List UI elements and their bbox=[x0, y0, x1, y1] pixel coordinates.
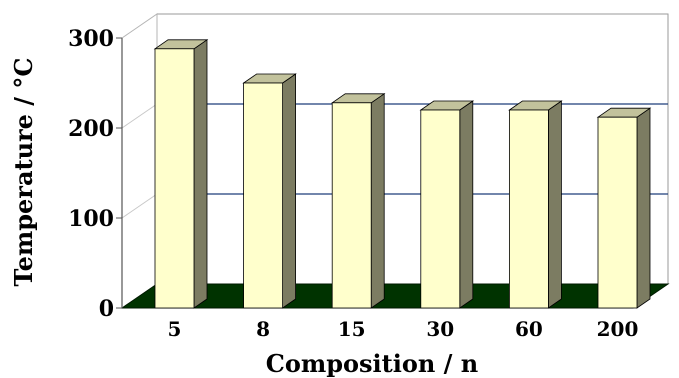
y-tick-labels: 0 100 200 300 bbox=[68, 26, 114, 322]
bar-5 bbox=[153, 39, 209, 309]
bar-side-5 bbox=[193, 39, 208, 309]
bar-200 bbox=[596, 107, 652, 309]
bar-front-8 bbox=[243, 82, 284, 309]
x-axis-title: Composition / n bbox=[266, 349, 479, 378]
gridline-side-200 bbox=[121, 103, 158, 129]
x-tick-label-200: 200 bbox=[597, 317, 639, 341]
y-tick-label-100: 100 bbox=[68, 206, 114, 232]
x-tick-labels: 5 8 15 30 60 200 bbox=[168, 317, 639, 341]
x-tick-label-8: 8 bbox=[256, 317, 270, 341]
bar-front-30 bbox=[420, 109, 461, 309]
gridline-side-100 bbox=[121, 193, 158, 219]
bar-front-5 bbox=[154, 48, 195, 309]
y-axis bbox=[116, 37, 123, 309]
bar-side-200 bbox=[636, 107, 651, 309]
bar-front-60 bbox=[508, 109, 549, 309]
bar-front-200 bbox=[597, 116, 638, 309]
y-tick-label-0: 0 bbox=[99, 296, 114, 322]
bar-side-60 bbox=[548, 100, 562, 309]
y-axis-title: Temperature / °C bbox=[9, 57, 38, 286]
bar-8 bbox=[242, 73, 297, 309]
back-wall bbox=[156, 13, 669, 285]
x-tick-label-30: 30 bbox=[426, 317, 454, 341]
bar-30 bbox=[419, 100, 475, 309]
side-wall bbox=[121, 13, 158, 309]
bar-60 bbox=[508, 100, 563, 309]
bar-front-15 bbox=[331, 102, 372, 309]
x-tick-label-5: 5 bbox=[168, 317, 182, 341]
bar-side-15 bbox=[370, 93, 385, 309]
bar-side-8 bbox=[282, 73, 296, 309]
bar-side-30 bbox=[459, 100, 474, 309]
gridlines bbox=[121, 103, 668, 219]
x-tick-label-15: 15 bbox=[338, 317, 366, 341]
y-tick-label-300: 300 bbox=[68, 26, 114, 52]
y-tick-label-200: 200 bbox=[68, 116, 114, 142]
bars bbox=[153, 39, 652, 309]
bar-15 bbox=[330, 93, 386, 309]
x-tick-label-60: 60 bbox=[515, 317, 543, 341]
